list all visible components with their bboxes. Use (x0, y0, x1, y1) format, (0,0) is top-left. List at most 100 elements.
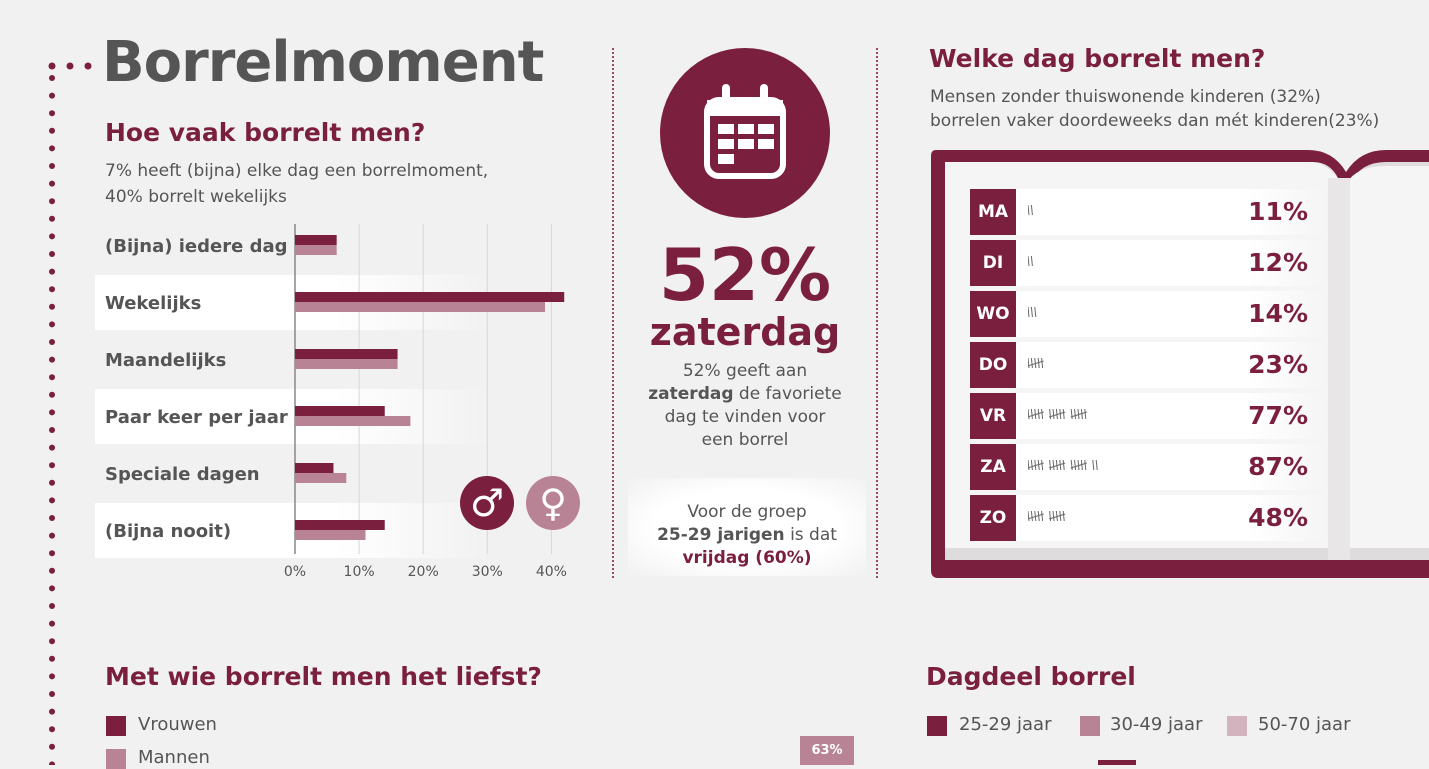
tally-stroke (1055, 510, 1058, 522)
guide-dot (49, 145, 55, 152)
legend-label-25-29: 25-29 jaar (959, 714, 1052, 735)
tally-stroke (1052, 510, 1055, 522)
group-callout-text: Voor de groep 25-29 jarigen is dat vrijd… (628, 501, 866, 570)
guide-dot (49, 638, 55, 645)
tally-stroke (1041, 408, 1044, 420)
guide-dot (49, 127, 55, 134)
tally-stroke (1062, 459, 1065, 471)
tally-cross (1028, 462, 1044, 469)
tally-marks (1028, 510, 1066, 522)
tally-stroke (1092, 459, 1095, 471)
bar-female (295, 473, 347, 483)
group-line1: Voor de groep (687, 502, 807, 522)
company-value-badge: 63% (800, 736, 854, 765)
legend-swatch-mannen (106, 749, 126, 769)
legend-label-vrouwen: Vrouwen (138, 714, 217, 735)
bar-male (295, 520, 385, 530)
tally-marks (1028, 408, 1087, 420)
guide-dot (49, 391, 55, 398)
guide-dot (49, 163, 55, 169)
legend-label-50-70: 50-70 jaar (1258, 714, 1351, 735)
bar-male (295, 406, 385, 416)
weekday-percentage: 14% (1248, 299, 1308, 328)
legend-swatch-50-70 (1227, 716, 1247, 736)
tally-stroke (1084, 408, 1087, 420)
frequency-chart: 0% 10% 20% 30% 40% (Bijna) iedere dag Wekelijk… (95, 218, 605, 588)
tally-stroke (1095, 459, 1098, 471)
guide-dot (49, 251, 55, 257)
guide-dot (49, 92, 55, 99)
tally-stroke (1028, 306, 1030, 318)
tally-cross (1028, 411, 1044, 418)
guide-dot (49, 603, 55, 609)
favorite-day-desc-bold: zaterdag (648, 384, 734, 404)
weekday-row-strip (1016, 291, 1326, 337)
favorite-day-desc-line1: 52% geeft aan (682, 361, 808, 381)
calendar-icon (704, 84, 786, 179)
favorite-day-desc-line3: dag te vinden voor (664, 407, 826, 427)
guide-dot (49, 303, 55, 310)
guide-dot (49, 479, 55, 486)
bar-male (295, 235, 337, 245)
guide-dot (49, 462, 55, 469)
group-callout (628, 478, 866, 576)
category-label: Speciale dagen (105, 464, 260, 485)
weekday-code: DI (970, 240, 1016, 286)
tally-stroke (1030, 306, 1033, 318)
female-icon: ♀ (526, 476, 580, 530)
category-label: Wekelijks (105, 293, 201, 314)
x-tick-label: 10% (344, 564, 375, 580)
weekday-row: WO 14% (970, 291, 1350, 337)
bar-female (295, 530, 366, 540)
tally-cross (1028, 513, 1044, 520)
tally-stroke (1055, 459, 1058, 471)
tally-stroke (1041, 357, 1044, 369)
tally-stroke (1028, 204, 1030, 216)
bar-female (295, 359, 398, 369)
weekday-code: ZO (970, 495, 1016, 541)
tally-stroke (1049, 408, 1052, 420)
frequency-subtitle-2: 40% borrelt wekelijks (105, 187, 287, 207)
category-label: (Bijna) iedere dag (105, 236, 287, 257)
guide-dot (49, 620, 55, 627)
legend-label-30-49: 30-49 jaar (1110, 714, 1203, 735)
tally-marks (1028, 459, 1098, 471)
guide-dot (49, 356, 55, 363)
group-line3: vrijdag (60%) (682, 548, 812, 568)
tally-stroke (1030, 510, 1033, 522)
male-icon: ♂ (460, 476, 514, 530)
category-label: Maandelijks (105, 350, 226, 371)
tally-stroke (1077, 408, 1080, 420)
tally-stroke (1034, 408, 1037, 420)
tally-stroke (1041, 510, 1044, 522)
tally-stroke (1052, 408, 1055, 420)
guide-dot (49, 444, 55, 451)
tally-marks (1028, 357, 1044, 369)
guide-dot (49, 743, 55, 750)
tally-stroke (1070, 408, 1073, 420)
guide-dot (49, 180, 55, 187)
weekday-percentage: 77% (1248, 401, 1308, 430)
tally-stroke (1055, 408, 1058, 420)
weekday-row-strip (1016, 240, 1326, 286)
tally-stroke (1030, 255, 1033, 267)
weekday-row: ZO 48% (970, 495, 1350, 541)
tally-stroke (1028, 510, 1030, 522)
group-rest: is dat (784, 525, 837, 545)
weekday-percentage: 48% (1248, 503, 1308, 532)
tally-stroke (1084, 459, 1087, 471)
tally-stroke (1074, 408, 1077, 420)
favorite-day-desc-line4: een borrel (701, 430, 789, 450)
tally-stroke (1070, 459, 1073, 471)
title-dots (48, 62, 92, 70)
tally-stroke (1028, 408, 1030, 420)
x-tick-label: 40% (536, 564, 567, 580)
tally-stroke (1077, 459, 1080, 471)
tally-stroke (1062, 510, 1065, 522)
tally-stroke (1028, 357, 1030, 369)
tally-marks (1028, 204, 1033, 216)
x-tick-label: 20% (408, 564, 439, 580)
x-tick-label: 0% (284, 564, 306, 580)
guide-dot (49, 409, 55, 416)
tally-stroke (1030, 204, 1033, 216)
